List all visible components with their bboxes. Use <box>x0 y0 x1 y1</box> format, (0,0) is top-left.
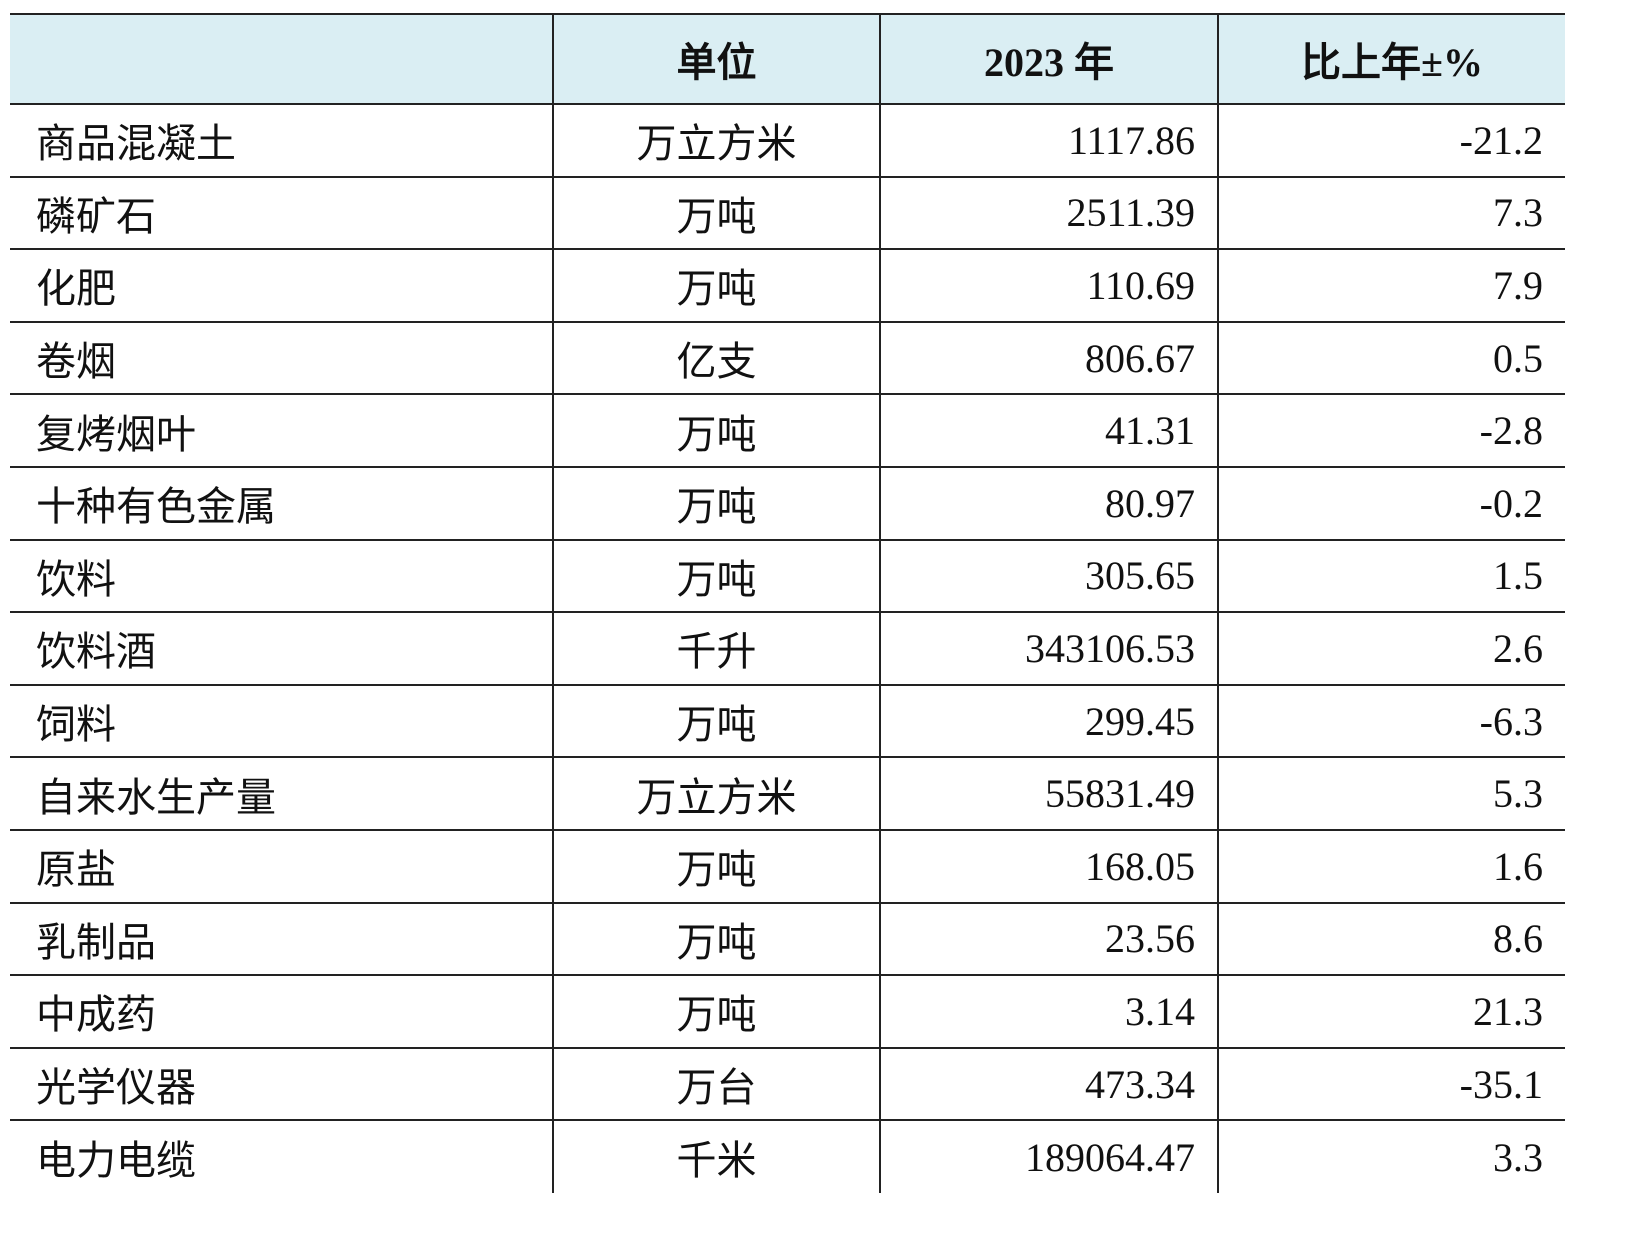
change-cell: 3.3 <box>1217 1119 1565 1193</box>
item-name: 十种有色金属 <box>10 465 553 540</box>
item-name: 饮料酒 <box>10 611 553 685</box>
change-cell: -21.2 <box>1217 103 1565 177</box>
item-name: 化肥 <box>10 248 553 322</box>
value-cell: 305.65 <box>879 538 1218 613</box>
change-cell: 1.6 <box>1217 828 1565 903</box>
item-name: 光学仪器 <box>10 1046 553 1121</box>
change-cell: 5.3 <box>1217 756 1565 830</box>
change-cell: -2.8 <box>1217 393 1565 467</box>
table-row: 十种有色金属 万吨 80.97 -0.2 <box>10 465 1565 540</box>
value-cell: 41.31 <box>879 393 1218 467</box>
value-cell: 168.05 <box>879 828 1218 903</box>
unit-cell: 万吨 <box>552 248 880 322</box>
table-row: 中成药 万吨 3.14 21.3 <box>10 974 1565 1048</box>
change-cell: 2.6 <box>1217 611 1565 685</box>
table-row: 复烤烟叶 万吨 41.31 -2.8 <box>10 393 1565 467</box>
unit-cell: 万吨 <box>552 901 880 976</box>
unit-cell: 万立方米 <box>552 103 880 177</box>
change-cell: -6.3 <box>1217 683 1565 758</box>
unit-cell: 千升 <box>552 611 880 685</box>
table-row: 乳制品 万吨 23.56 8.6 <box>10 901 1565 976</box>
unit-cell: 亿支 <box>552 320 880 395</box>
item-name: 商品混凝土 <box>10 103 553 177</box>
item-name: 饮料 <box>10 538 553 613</box>
table-row: 化肥 万吨 110.69 7.9 <box>10 248 1565 322</box>
change-cell: -35.1 <box>1217 1046 1565 1121</box>
unit-cell: 万吨 <box>552 974 880 1048</box>
header-cell: 单位 <box>552 13 880 104</box>
table-body: 商品混凝土 万立方米 1117.86 -21.2 磷矿石 万吨 2511.39 7.3 化肥 万吨… <box>10 103 1565 1193</box>
unit-cell: 万立方米 <box>552 756 880 830</box>
table-row: 电力电缆 千米 189064.47 3.3 <box>10 1119 1565 1193</box>
table-row: 卷烟 亿支 806.67 0.5 <box>10 320 1565 395</box>
unit-cell: 万吨 <box>552 828 880 903</box>
unit-cell: 万吨 <box>552 538 880 613</box>
header-cell <box>10 13 553 104</box>
value-cell: 343106.53 <box>879 611 1218 685</box>
item-name: 自来水生产量 <box>10 756 553 830</box>
item-name: 饲料 <box>10 683 553 758</box>
table-row: 自来水生产量 万立方米 55831.49 5.3 <box>10 756 1565 830</box>
data-table: 单位 2023 年 比上年±% 商品混凝土 万立方米 1117.86 -21.2 磷矿石… <box>10 13 1565 1193</box>
unit-cell: 万吨 <box>552 465 880 540</box>
header-row: 单位 2023 年 比上年±% <box>10 13 1565 104</box>
table-row: 磷矿石 万吨 2511.39 7.3 <box>10 175 1565 250</box>
value-cell: 806.67 <box>879 320 1218 395</box>
value-cell: 2511.39 <box>879 175 1218 250</box>
value-cell: 1117.86 <box>879 103 1218 177</box>
table-row: 光学仪器 万台 473.34 -35.1 <box>10 1046 1565 1121</box>
value-cell: 110.69 <box>879 248 1218 322</box>
header-cell: 2023 年 <box>879 13 1218 104</box>
unit-cell: 万吨 <box>552 175 880 250</box>
unit-cell: 万吨 <box>552 393 880 467</box>
value-cell: 299.45 <box>879 683 1218 758</box>
value-cell: 80.97 <box>879 465 1218 540</box>
unit-cell: 千米 <box>552 1119 880 1193</box>
unit-cell: 万吨 <box>552 683 880 758</box>
header-cell: 比上年±% <box>1217 13 1565 104</box>
value-cell: 23.56 <box>879 901 1218 976</box>
change-cell: 21.3 <box>1217 974 1565 1048</box>
table-row: 饮料酒 千升 343106.53 2.6 <box>10 611 1565 685</box>
change-cell: 8.6 <box>1217 901 1565 976</box>
value-cell: 189064.47 <box>879 1119 1218 1193</box>
value-cell: 473.34 <box>879 1046 1218 1121</box>
change-cell: 0.5 <box>1217 320 1565 395</box>
change-cell: 7.9 <box>1217 248 1565 322</box>
item-name: 乳制品 <box>10 901 553 976</box>
value-cell: 3.14 <box>879 974 1218 1048</box>
item-name: 原盐 <box>10 828 553 903</box>
change-cell: 7.3 <box>1217 175 1565 250</box>
table-row: 饮料 万吨 305.65 1.5 <box>10 538 1565 613</box>
unit-cell: 万台 <box>552 1046 880 1121</box>
item-name: 中成药 <box>10 974 553 1048</box>
change-cell: -0.2 <box>1217 465 1565 540</box>
table-row: 原盐 万吨 168.05 1.6 <box>10 828 1565 903</box>
item-name: 复烤烟叶 <box>10 393 553 467</box>
item-name: 卷烟 <box>10 320 553 395</box>
table-header: 单位 2023 年 比上年±% <box>10 13 1565 104</box>
item-name: 电力电缆 <box>10 1119 553 1193</box>
table-row: 商品混凝土 万立方米 1117.86 -21.2 <box>10 103 1565 177</box>
change-cell: 1.5 <box>1217 538 1565 613</box>
table-row: 饲料 万吨 299.45 -6.3 <box>10 683 1565 758</box>
item-name: 磷矿石 <box>10 175 553 250</box>
value-cell: 55831.49 <box>879 756 1218 830</box>
